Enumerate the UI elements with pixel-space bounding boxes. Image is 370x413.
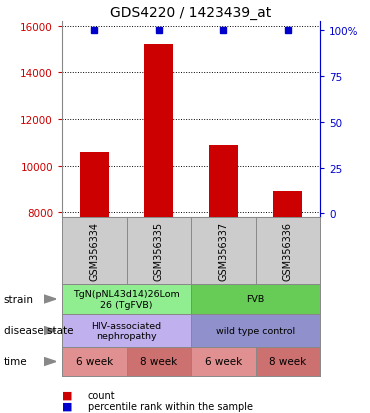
- Text: HIV-associated
nephropathy: HIV-associated nephropathy: [91, 321, 162, 340]
- Bar: [273, 192, 302, 218]
- Text: 8 week: 8 week: [140, 357, 177, 367]
- Polygon shape: [44, 327, 56, 335]
- Bar: [256, 347, 320, 376]
- Text: TgN(pNL43d14)26Lom
26 (TgFVB): TgN(pNL43d14)26Lom 26 (TgFVB): [73, 290, 180, 309]
- Text: GSM356336: GSM356336: [283, 221, 293, 280]
- Text: strain: strain: [4, 294, 34, 304]
- Text: wild type control: wild type control: [216, 326, 295, 335]
- Polygon shape: [44, 295, 56, 303]
- Text: GSM356337: GSM356337: [218, 221, 228, 280]
- Bar: [62, 284, 191, 314]
- Bar: [127, 347, 191, 376]
- Bar: [144, 45, 173, 218]
- Bar: [191, 314, 320, 347]
- Title: GDS4220 / 1423439_at: GDS4220 / 1423439_at: [110, 5, 272, 19]
- Text: 6 week: 6 week: [205, 357, 242, 367]
- Text: 6 week: 6 week: [75, 357, 113, 367]
- Text: 8 week: 8 week: [269, 357, 306, 367]
- Text: GSM356335: GSM356335: [154, 221, 164, 280]
- Text: disease state: disease state: [4, 326, 73, 336]
- Bar: [62, 314, 191, 347]
- Polygon shape: [44, 358, 56, 366]
- Text: FVB: FVB: [246, 295, 265, 304]
- Text: ■: ■: [62, 401, 73, 411]
- Text: count: count: [88, 390, 115, 400]
- Bar: [80, 152, 109, 218]
- Text: GSM356334: GSM356334: [89, 221, 99, 280]
- Bar: [62, 347, 127, 376]
- Text: percentile rank within the sample: percentile rank within the sample: [88, 401, 253, 411]
- Bar: [209, 145, 238, 218]
- Text: time: time: [4, 357, 27, 367]
- Bar: [191, 347, 256, 376]
- Bar: [191, 284, 320, 314]
- Text: ■: ■: [62, 390, 73, 400]
